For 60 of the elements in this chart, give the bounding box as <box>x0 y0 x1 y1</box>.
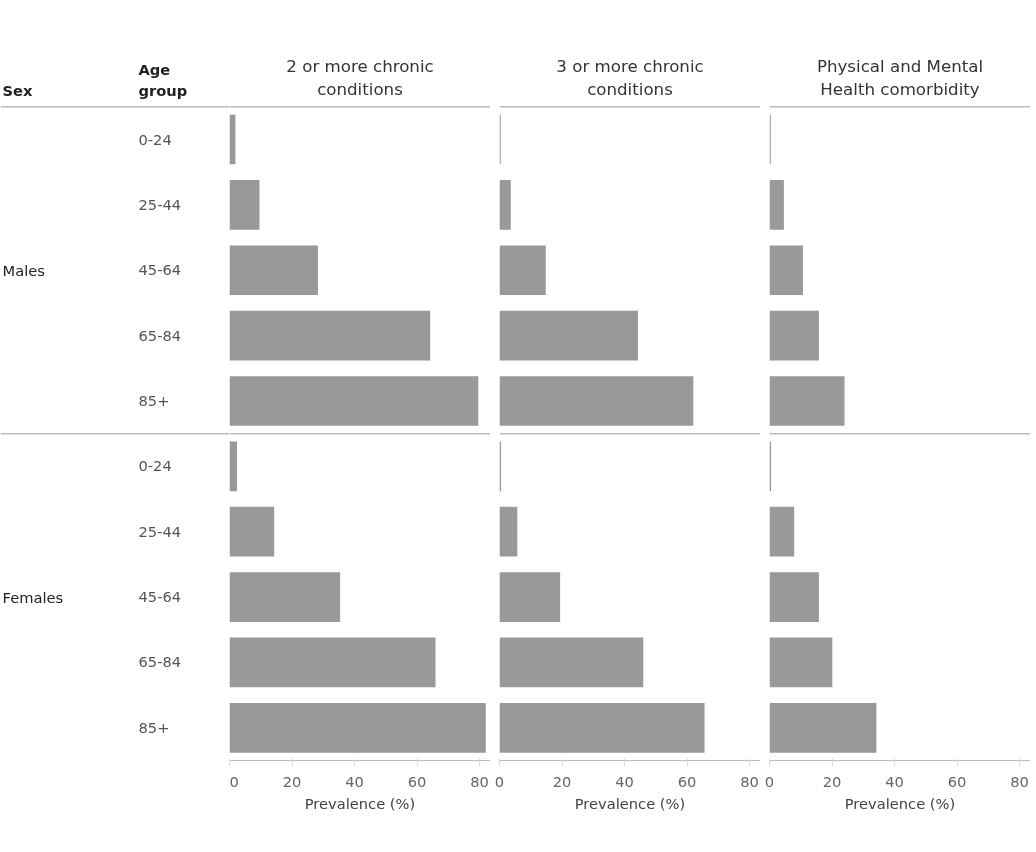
x-axis-title: Prevalence (%) <box>574 794 686 812</box>
bar <box>499 245 546 296</box>
bar <box>499 702 705 753</box>
bar <box>229 441 237 492</box>
x-tick-label: 40 <box>885 772 904 790</box>
y-tick-label: 0-24 <box>138 130 172 148</box>
bar <box>499 180 511 230</box>
x-tick-label: 20 <box>822 772 842 790</box>
bar <box>769 572 819 622</box>
bar <box>499 310 638 361</box>
x-tick-label: 60 <box>677 772 697 790</box>
x-axis-title: Prevalence (%) <box>304 794 416 812</box>
bar <box>229 245 318 296</box>
bar <box>769 637 833 688</box>
bar <box>229 376 479 426</box>
x-tick-label: 0 <box>229 772 239 790</box>
y-tick-label: 65-84 <box>138 326 182 344</box>
y-tick-label: 85+ <box>138 391 170 409</box>
x-tick-label: 40 <box>345 772 364 790</box>
x-axis-title: Prevalence (%) <box>844 794 956 812</box>
bar <box>229 180 260 230</box>
y-tick-label: 0-24 <box>138 457 172 475</box>
x-tick-label: 60 <box>407 772 427 790</box>
bar <box>229 506 275 557</box>
x-tick-label: 60 <box>947 772 967 790</box>
chart-title: 3 or more chronic conditions <box>556 57 704 99</box>
bar <box>769 310 819 361</box>
chart-title: 2 or more chronic conditions <box>286 57 434 99</box>
text: Age group <box>138 60 188 99</box>
bar <box>769 376 845 426</box>
bar <box>499 572 561 622</box>
x-tick-label: 40 <box>615 772 634 790</box>
y-tick-label: 85+ <box>138 718 170 736</box>
text: Sex <box>2 81 33 99</box>
x-tick-label: 20 <box>552 772 572 790</box>
x-tick-label: 0 <box>764 772 775 790</box>
y-tick-label: 25-44 <box>138 195 182 213</box>
y-tick-label: 25-44 <box>138 522 182 540</box>
x-tick-label: 0 <box>494 772 505 790</box>
bar <box>229 702 486 753</box>
bar <box>769 180 784 230</box>
bar <box>769 245 803 296</box>
chart-title: Physical and Mental Health comorbidity <box>816 57 984 99</box>
y-tick-label: 45-64 <box>138 261 182 279</box>
text: Females <box>2 588 64 606</box>
y-tick-label: 45-64 <box>138 588 182 606</box>
bar <box>229 572 341 622</box>
x-tick-label: 80 <box>1010 772 1029 790</box>
text: Males <box>2 261 45 279</box>
bar <box>499 637 644 688</box>
bar <box>229 637 436 688</box>
bar <box>229 310 431 361</box>
bar <box>769 702 877 753</box>
x-tick-label: 80 <box>740 772 759 790</box>
y-tick-label: 65-84 <box>138 653 182 671</box>
bar <box>769 506 795 557</box>
x-tick-label: 80 <box>470 772 489 790</box>
bar <box>499 376 694 426</box>
bar <box>499 506 518 557</box>
x-tick-label: 20 <box>282 772 302 790</box>
